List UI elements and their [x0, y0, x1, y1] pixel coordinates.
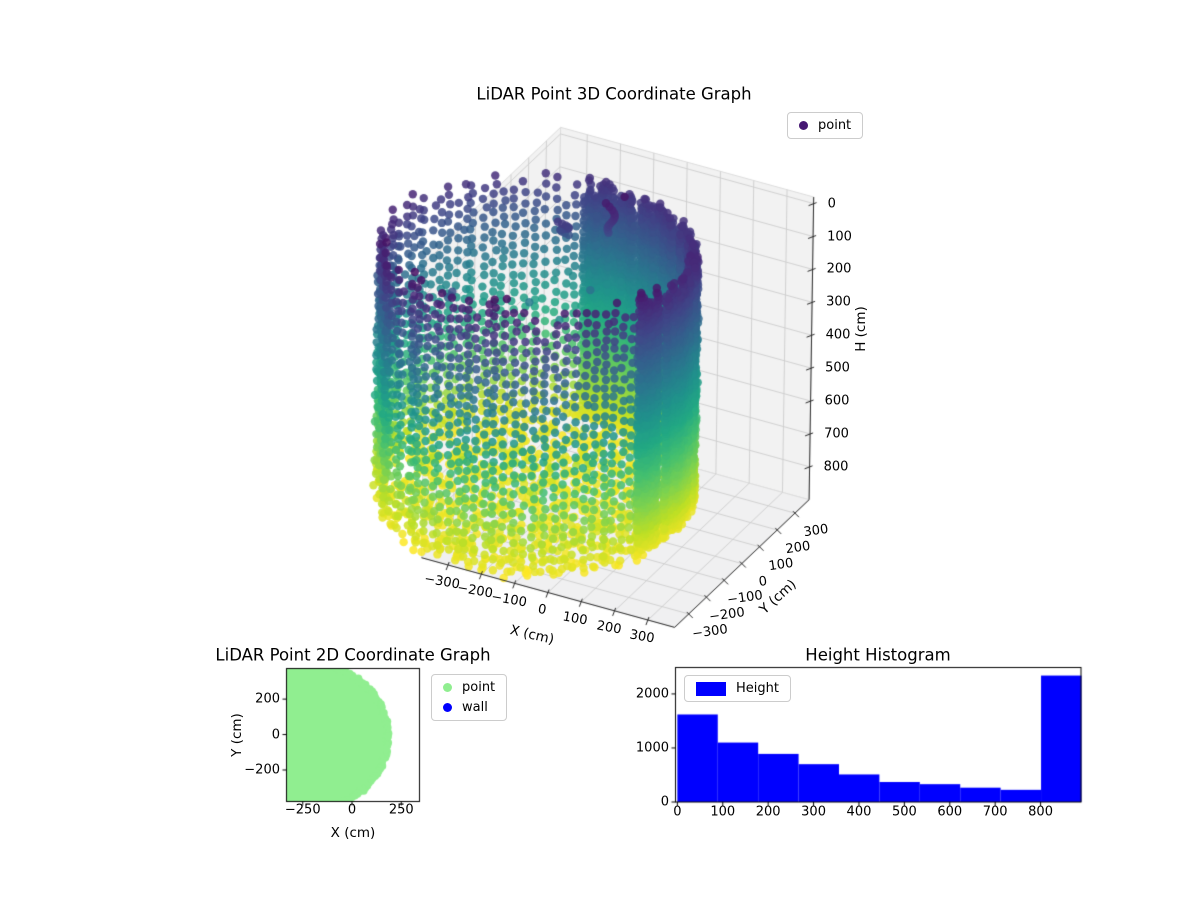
chart2d-xaxis-label: X (cm) [330, 825, 376, 841]
point-marker-icon [443, 683, 452, 692]
chart2d-title: LiDAR Point 2D Coordinate Graph [215, 645, 491, 665]
histogram-legend: Height [684, 675, 791, 702]
chart3d-legend: point [787, 112, 864, 139]
histogram-title: Height Histogram [805, 645, 951, 665]
chart3d-title: LiDAR Point 3D Coordinate Graph [476, 84, 752, 104]
legend-label-point: point [462, 680, 496, 695]
chart3d-zaxis-label: H (cm) [853, 306, 869, 352]
legend-item-point: point [799, 118, 851, 133]
chart2d-yaxis-label: Y (cm) [229, 713, 245, 757]
legend-label-point: point [818, 118, 852, 133]
height-swatch-icon [696, 681, 726, 696]
legend-label-wall: wall [462, 700, 488, 715]
legend-item-height: Height [696, 681, 779, 696]
wall-marker-icon [443, 703, 452, 712]
legend-item-wall: wall [443, 700, 495, 715]
legend-label-height: Height [736, 681, 779, 696]
legend-item-point: point [443, 680, 495, 695]
point-marker-icon [799, 121, 808, 130]
chart2d-legend: point wall [431, 674, 508, 721]
